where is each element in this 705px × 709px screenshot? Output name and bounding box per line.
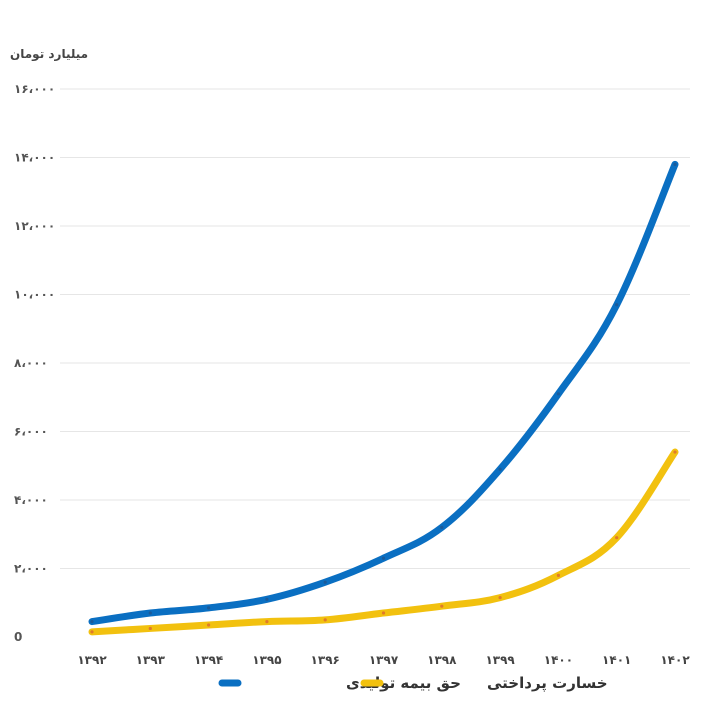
- data-point: [148, 626, 152, 631]
- data-point: [615, 536, 619, 540]
- data-point: [265, 619, 269, 624]
- legend-label: خسارت پرداختی: [487, 674, 608, 693]
- data-point: [148, 611, 152, 615]
- x-tick-label: ۱۳۹۶: [311, 653, 340, 667]
- data-point: [556, 573, 561, 577]
- data-point: [323, 618, 327, 622]
- y-axis-label: میلیارد تومان: [10, 47, 88, 62]
- x-tick-label: ۱۳۹۲: [77, 653, 107, 667]
- y-tick-label: 0: [14, 630, 22, 644]
- data-point: [323, 580, 327, 584]
- data-point: [615, 303, 619, 307]
- y-tick-label: ۱۰،۰۰۰: [14, 288, 55, 302]
- series-line-0: [88, 160, 679, 626]
- y-tick-label: ۱۴،۰۰۰: [14, 151, 55, 165]
- data-point: [440, 604, 444, 608]
- y-tick-label: ۸،۰۰۰: [14, 356, 48, 370]
- x-tick-label: ۱۳۹۹: [485, 653, 515, 667]
- x-tick-label: ۱۳۹۸: [427, 653, 457, 667]
- y-tick-label: ۴،۰۰۰: [14, 493, 48, 507]
- data-point: [381, 611, 386, 615]
- data-point: [556, 392, 561, 396]
- data-point: [90, 630, 94, 634]
- series-line-1: [88, 448, 679, 636]
- data-point: [207, 623, 211, 627]
- x-tick-label: ۱۴۰۲: [660, 653, 690, 667]
- x-tick-label: ۱۳۹۴: [194, 653, 223, 667]
- grid-lines: [60, 88, 690, 569]
- x-tick-label: ۱۴۰۰: [544, 653, 573, 667]
- legend-label: حق بیمه تولیدی: [346, 674, 461, 692]
- data-point: [207, 606, 211, 610]
- data-point: [673, 450, 677, 454]
- y-tick-labels: 0 ۲،۰۰۰ ۴،۰۰۰ ۶،۰۰۰ ۸،۰۰۰ ۱۰،۰۰۰ ۱۲،۰۰۰ ۱۴،۰۰۰ ۱…: [14, 82, 55, 644]
- x-tick-label: ۱۴۰۱: [602, 653, 631, 667]
- series-lines: [88, 160, 679, 636]
- x-tick-label: ۱۳۹۷: [369, 653, 399, 667]
- legend: حق بیمه تولیدی خسارت پرداختی: [218, 674, 608, 693]
- data-point: [440, 525, 444, 530]
- data-point: [673, 162, 677, 166]
- data-point: [498, 596, 502, 600]
- y-tick-label: ۲،۰۰۰: [14, 562, 48, 576]
- x-tick-label: ۱۳۹۵: [252, 653, 281, 667]
- x-tick-label: ۱۳۹۳: [136, 653, 166, 667]
- data-point: [498, 467, 502, 471]
- x-tick-labels: ۱۳۹۲ ۱۳۹۳ ۱۳۹۴ ۱۳۹۵ ۱۳۹۶ ۱۳۹۷ ۱۳۹۸ ۱۳۹۹ ۱۴۰۰ ۱۴۰۱…: [77, 653, 690, 667]
- data-point: [265, 597, 269, 601]
- y-tick-label: ۱۶،۰۰۰: [14, 82, 55, 96]
- data-point: [381, 556, 386, 560]
- y-tick-label: ۶،۰۰۰: [14, 425, 48, 439]
- data-point: [90, 619, 94, 624]
- y-tick-label: ۱۲،۰۰۰: [14, 219, 55, 233]
